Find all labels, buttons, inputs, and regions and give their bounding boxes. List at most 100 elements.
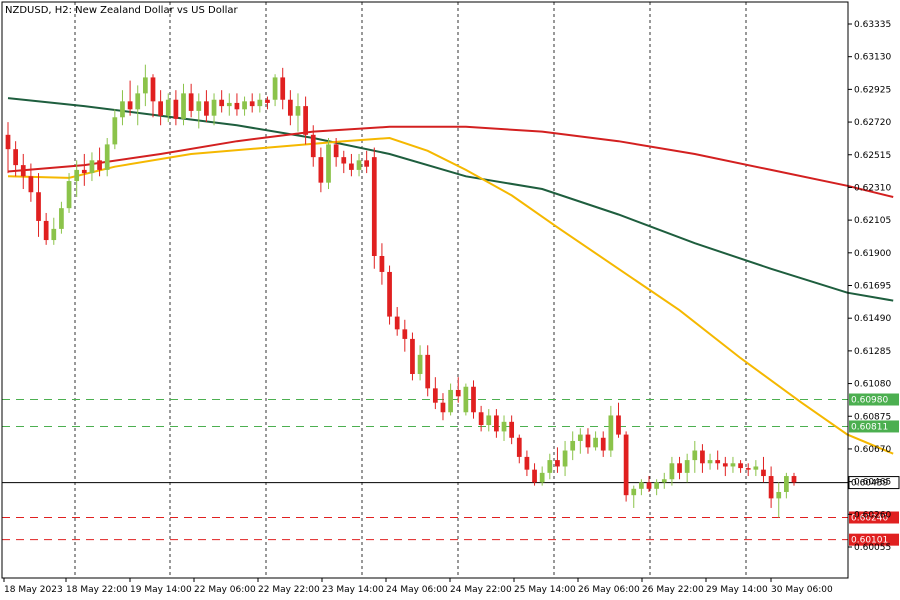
level-badge: [849, 511, 899, 524]
candle-body: [303, 106, 308, 135]
candle-bear: [364, 150, 370, 174]
candle-bear: [745, 463, 751, 477]
candle-bull: [547, 453, 553, 480]
candle-bear: [471, 380, 476, 419]
candle-bull: [448, 383, 453, 416]
candle-body: [74, 169, 80, 182]
moving-average-green: [7, 97, 894, 302]
candle-body: [379, 256, 385, 272]
candle-bear: [761, 456, 766, 483]
candle-body: [761, 469, 766, 477]
candle-body: [28, 176, 34, 193]
candle-bear: [234, 93, 240, 116]
candle-body: [265, 99, 270, 103]
level-label: 0.60811: [851, 422, 888, 432]
candle-bear: [127, 80, 133, 116]
candle-body: [600, 437, 606, 451]
candle-body: [494, 415, 499, 432]
y-tick-label: 0.61285: [854, 347, 891, 357]
candle-body: [135, 93, 141, 110]
candle-body: [753, 466, 759, 470]
candle-bull: [654, 479, 660, 496]
candle-body: [234, 102, 240, 110]
level-label: 0.60101: [851, 536, 888, 546]
candle-body: [36, 192, 41, 221]
y-tick-label: 0.62515: [854, 151, 891, 161]
candle-body: [532, 469, 537, 483]
candle-body: [570, 440, 576, 451]
candle-bull: [242, 96, 247, 116]
candle-bear: [555, 447, 560, 473]
candle-body: [51, 228, 57, 241]
candle-bull: [570, 431, 576, 461]
x-tick-label: 29 May 14:00: [706, 585, 768, 595]
x-tick-label: 25 May 14:00: [514, 585, 576, 595]
candle-body: [471, 386, 476, 413]
candle-bull: [226, 93, 232, 116]
candle-bull: [692, 440, 698, 473]
candle-bull: [257, 93, 263, 113]
candle-bear: [394, 307, 400, 336]
candle-bull: [501, 415, 507, 441]
y-tick-label: 0.60055: [854, 543, 891, 553]
candle-bull: [631, 485, 637, 508]
candle-bear: [524, 450, 530, 477]
candle-body: [432, 388, 438, 403]
candle-bull: [417, 345, 423, 381]
candle-bear: [173, 90, 179, 126]
candle-body: [181, 93, 186, 119]
candle-bear: [188, 83, 194, 118]
candle-bull: [661, 472, 667, 489]
candle-bear: [494, 409, 499, 438]
x-tick-label: 19 May 14:00: [130, 585, 192, 595]
candle-body: [158, 101, 163, 116]
y-tick-label: 0.62105: [854, 216, 891, 226]
candle-body: [524, 456, 530, 470]
level-badge: [849, 393, 899, 406]
candle-bull: [120, 90, 125, 126]
candle-bear: [700, 444, 705, 473]
candle-bear: [303, 96, 308, 145]
candle-body: [349, 163, 354, 170]
x-tick-label: 22 May 06:00: [194, 585, 256, 595]
candle-bear: [349, 153, 354, 177]
candle-body: [120, 101, 125, 118]
candle-bull: [181, 83, 186, 126]
candle-body: [59, 208, 64, 229]
candlesticks: [5, 64, 797, 518]
candle-body: [249, 101, 255, 107]
candle-body: [692, 450, 698, 461]
y-tick-label: 0.60875: [854, 412, 891, 422]
y-tick-label: 0.61695: [854, 282, 891, 292]
current-price-badge: [848, 476, 900, 490]
candle-body: [616, 415, 621, 435]
candle-bull: [295, 93, 301, 132]
candle-body: [280, 77, 286, 100]
x-tick-label: 26 May 06:00: [578, 585, 640, 595]
candle-bear: [402, 319, 408, 352]
candle-bull: [112, 109, 118, 150]
candle-body: [310, 134, 316, 158]
candle-bear: [387, 265, 392, 325]
candle-bull: [51, 217, 57, 245]
candle-bull: [356, 153, 362, 177]
candle-bull: [577, 428, 583, 454]
candle-bear: [623, 431, 629, 502]
y-tick-label: 0.60670: [854, 445, 891, 455]
candle-bull: [59, 201, 64, 234]
candle-body: [654, 482, 660, 489]
candle-bull: [135, 85, 141, 126]
candle-bear: [440, 393, 446, 421]
candle-bear: [478, 405, 484, 432]
candle-bull: [593, 431, 598, 451]
candle-body: [539, 472, 545, 483]
candle-body: [112, 117, 118, 145]
candle-bull: [89, 152, 95, 182]
x-tick-label: 18 May 2023: [4, 585, 63, 595]
y-tick-label: 0.60260: [854, 510, 891, 520]
candle-bull: [142, 64, 148, 107]
candle-body: [776, 491, 782, 499]
candle-bull: [463, 383, 469, 416]
candle-body: [677, 463, 682, 473]
